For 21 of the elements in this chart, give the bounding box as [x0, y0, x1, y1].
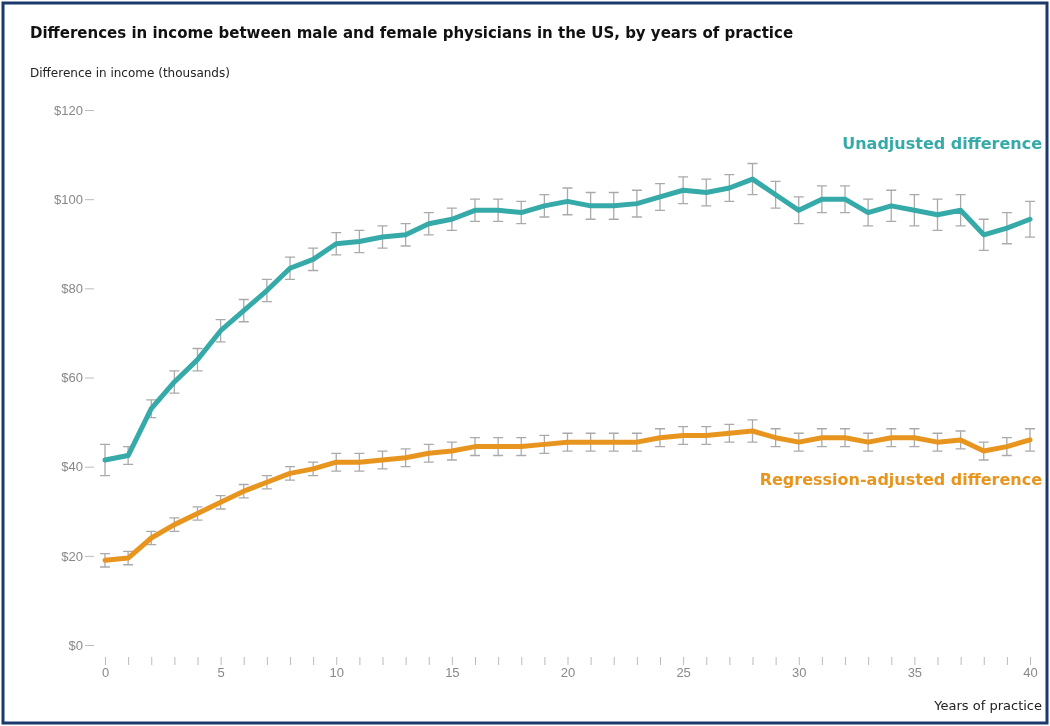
x-tick-label: 30 [792, 665, 807, 681]
x-tick-label: 15 [445, 665, 460, 681]
y-tick-label: $100 [54, 191, 83, 207]
x-tick-label: 10 [329, 665, 344, 681]
y-tick-label: $40 [61, 459, 83, 475]
x-tick-label: 5 [217, 665, 225, 681]
x-tick-label: 35 [907, 665, 923, 681]
y-tick-label: $0 [68, 637, 83, 653]
x-axis-title: Years of practice [933, 698, 1042, 713]
y-tick-label: $80 [61, 280, 83, 296]
y-tick-label: $120 [54, 102, 83, 118]
y-tick-label: $60 [61, 370, 83, 386]
x-tick-label: 25 [676, 665, 691, 681]
text: Regression-adjusted difference [759, 469, 1043, 489]
y-tick-label: $20 [61, 548, 83, 564]
x-tick-label: 20 [560, 665, 576, 681]
x-tick-label: 0 [101, 665, 110, 681]
text: Unadjusted difference [842, 134, 1043, 154]
x-tick-label: 40 [1023, 665, 1038, 681]
chart-title: Differences in income between male and female physicians in the US, by years of practice [30, 24, 794, 42]
y-axis-title: Difference in income (thousands) [30, 66, 230, 80]
